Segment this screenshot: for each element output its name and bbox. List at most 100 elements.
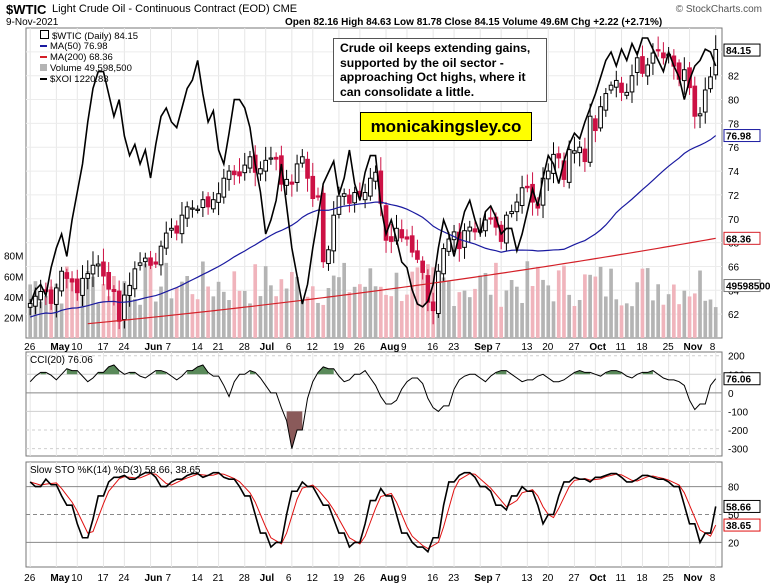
candle-body — [137, 262, 143, 266]
candle-body — [347, 194, 352, 204]
cci-title: CCI(20) 76.06 — [30, 355, 93, 366]
x-tick-label: 16 — [427, 342, 439, 353]
volume-bar — [551, 301, 556, 338]
x-tick-label: 26 — [24, 342, 36, 353]
candle-body — [190, 207, 195, 210]
volume-bar — [59, 303, 64, 338]
xoi-line — [29, 37, 717, 308]
candle-body — [122, 294, 127, 321]
candle-body — [231, 170, 237, 176]
x-tick-label: 16 — [427, 573, 439, 584]
volume-bar — [331, 275, 336, 338]
x-tick-label: 26 — [354, 573, 366, 584]
volume-bar — [112, 276, 116, 338]
volume-bar — [556, 270, 561, 338]
candle-body — [702, 89, 708, 113]
volume-bar — [677, 304, 681, 338]
volume-bar — [352, 286, 357, 338]
legend-volume: Volume 49,598,500 — [40, 63, 132, 74]
site-watermark: monicakingsley.co — [360, 112, 532, 141]
volume-bar — [530, 286, 535, 338]
volume-tick-label: 60M — [4, 272, 23, 283]
volume-bar — [525, 261, 530, 338]
volume-bar — [682, 290, 687, 338]
candle-body — [106, 271, 112, 290]
volume-bar — [368, 268, 373, 338]
volume-bar — [49, 286, 53, 338]
candle-body — [582, 148, 588, 163]
x-tick-label: 27 — [568, 573, 580, 584]
volume-bar — [703, 300, 708, 338]
volume-bar — [347, 292, 352, 338]
x-tick-label: Oct — [589, 573, 606, 584]
volume-tick-label: 40M — [4, 293, 23, 304]
candle-body — [420, 260, 425, 273]
volume-bar — [546, 285, 551, 338]
volume-bar — [316, 302, 320, 338]
volume-bar — [342, 262, 347, 338]
price-tick-label: 74 — [728, 167, 740, 178]
candle-body — [127, 285, 132, 296]
sto-tick-label: 80 — [728, 483, 740, 494]
volume-bar — [378, 286, 383, 338]
candle-body — [388, 236, 394, 242]
volume-bar — [190, 294, 195, 338]
x-tick-label: 6 — [286, 342, 292, 353]
volume-bar — [478, 275, 483, 338]
candle-body — [69, 278, 75, 283]
volume-bar — [535, 266, 540, 338]
volume-bar — [263, 266, 268, 338]
volume-bar — [593, 276, 598, 338]
volume-bar — [509, 280, 514, 338]
volume-bar — [567, 294, 572, 338]
volume-bar — [290, 271, 294, 338]
x-tick-label: Jul — [260, 573, 275, 584]
candle-body — [33, 295, 38, 307]
last-close-badge-bg — [723, 43, 761, 57]
sto-title: Slow STO %K(14) %D(3) 58.66, 38.65 — [30, 465, 201, 476]
volume-bar — [577, 299, 582, 338]
price-tick-label: 72 — [728, 191, 740, 202]
candle-body — [85, 273, 91, 279]
volume-bar — [692, 293, 697, 338]
candle-body — [640, 56, 645, 74]
volume-bar — [284, 288, 289, 338]
candle-body — [441, 248, 446, 275]
volume-bar — [405, 294, 409, 338]
candle-body — [524, 185, 530, 189]
volume-bar — [488, 294, 493, 338]
volume-bar — [562, 265, 566, 338]
candle-body — [200, 199, 206, 209]
candle-body — [488, 217, 494, 220]
volume-bar — [91, 276, 95, 338]
candle-body — [399, 229, 405, 239]
x-tick-label: 27 — [568, 342, 580, 353]
x-tick-label: Jun — [145, 342, 163, 353]
volume-bar — [253, 264, 258, 338]
candle-body — [697, 113, 703, 117]
volume-bar — [185, 276, 190, 338]
volume-bar — [164, 262, 169, 338]
sto-k-line — [29, 471, 717, 554]
last-ma200-badge-bg — [723, 231, 761, 245]
candle-body — [284, 178, 289, 186]
cci-last-badge: 76.06 — [726, 375, 751, 386]
volume-tick-label: 20M — [4, 313, 23, 324]
x-tick-label: 25 — [663, 342, 675, 353]
volume-bar — [630, 306, 634, 338]
volume-bar — [38, 301, 43, 338]
volume-bar — [666, 294, 671, 338]
volume-bar — [619, 305, 624, 338]
candle-body — [368, 177, 373, 197]
x-tick-label: 19 — [333, 573, 345, 584]
x-tick-label: 12 — [307, 573, 319, 584]
x-tick-label: Aug — [380, 573, 399, 584]
candle-body — [116, 290, 122, 322]
volume-bar — [143, 263, 148, 338]
candle-body — [247, 156, 253, 169]
candle-body — [80, 277, 85, 296]
last-volume-badge: 49598500 — [726, 282, 771, 293]
cci-positive-fill — [495, 370, 507, 375]
chart-date: 9-Nov-2021 — [6, 17, 59, 28]
volume-tick-label: 80M — [4, 252, 23, 263]
